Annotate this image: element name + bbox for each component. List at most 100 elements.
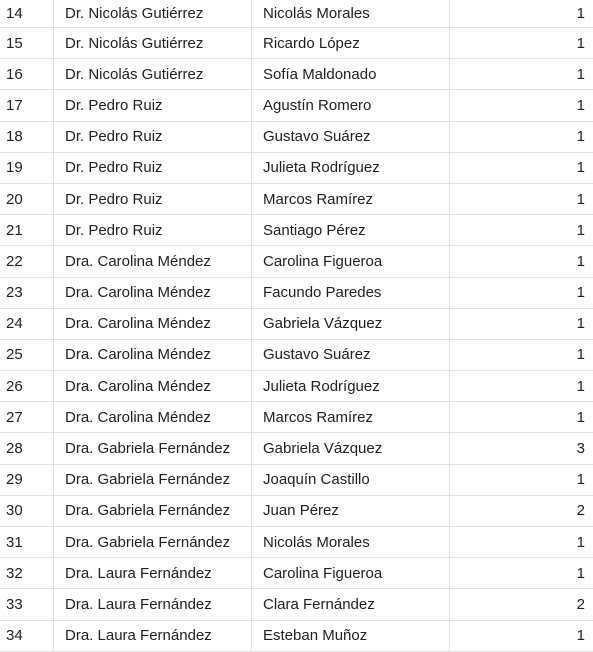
row-number-cell[interactable]: 17 [6, 96, 23, 114]
doctor-cell[interactable]: Dra. Carolina Méndez [53, 339, 251, 371]
table-row[interactable]: 29 Dra. Gabriela Fernández Joaquín Castill… [0, 464, 593, 496]
table-row[interactable]: 14 Dr. Nicolás Gutiérrez Nicolás Morales 1 [0, 0, 593, 28]
count-cell[interactable]: 1 [449, 215, 593, 246]
patient-cell[interactable]: Marcos Ramírez [251, 183, 449, 215]
count-cell[interactable]: 1 [449, 308, 593, 339]
doctor-cell[interactable]: Dr. Nicolás Gutiérrez [53, 59, 251, 90]
row-number-cell[interactable]: 19 [6, 159, 23, 177]
table-row[interactable]: 17 Dr. Pedro Ruiz Agustín Romero 1 [0, 90, 593, 122]
patient-cell[interactable]: Nicolás Morales [251, 527, 449, 558]
doctor-cell[interactable]: Dra. Laura Fernández [53, 620, 251, 651]
patient-cell[interactable]: Marcos Ramírez [251, 402, 449, 433]
row-number-cell[interactable]: 31 [6, 533, 23, 551]
patient-cell[interactable]: Julieta Rodríguez [251, 152, 449, 183]
count-cell[interactable]: 2 [449, 589, 593, 620]
doctor-cell[interactable]: Dra. Gabriela Fernández [53, 495, 251, 526]
row-number-cell[interactable]: 21 [6, 221, 23, 239]
table-row[interactable]: 33 Dra. Laura Fernández Clara Fernández 2 [0, 589, 593, 621]
row-number-cell[interactable]: 26 [6, 377, 23, 395]
table-row[interactable]: 30 Dra. Gabriela Fernández Juan Pérez 2 [0, 495, 593, 527]
doctor-cell[interactable]: Dr. Nicolás Gutiérrez [53, 0, 251, 27]
doctor-cell[interactable]: Dra. Carolina Méndez [53, 402, 251, 433]
doctor-cell[interactable]: Dra. Carolina Méndez [53, 246, 251, 277]
row-number-cell[interactable]: 28 [6, 440, 23, 458]
row-number-cell[interactable]: 32 [6, 564, 23, 582]
count-cell[interactable]: 1 [449, 183, 593, 215]
patient-cell[interactable]: Esteban Muñoz [251, 620, 449, 651]
count-cell[interactable]: 1 [449, 59, 593, 90]
row-number-cell[interactable]: 33 [6, 595, 23, 613]
table-row[interactable]: 15 Dr. Nicolás Gutiérrez Ricardo López 1 [0, 28, 593, 60]
count-cell[interactable]: 1 [449, 121, 593, 152]
patient-cell[interactable]: Clara Fernández [251, 589, 449, 620]
count-cell[interactable]: 1 [449, 90, 593, 121]
patient-cell[interactable]: Nicolás Morales [251, 0, 449, 27]
table-row[interactable]: 20 Dr. Pedro Ruiz Marcos Ramírez 1 [0, 183, 593, 216]
patient-cell[interactable]: Carolina Figueroa [251, 558, 449, 589]
count-cell[interactable]: 1 [449, 558, 593, 589]
table-row[interactable]: 31 Dra. Gabriela Fernández Nicolás Morales… [0, 527, 593, 559]
count-cell[interactable]: 1 [449, 371, 593, 402]
table-row[interactable]: 16 Dr. Nicolás Gutiérrez Sofía Maldonado 1 [0, 59, 593, 91]
row-number-cell[interactable]: 34 [6, 627, 23, 645]
count-cell[interactable]: 2 [449, 495, 593, 526]
count-cell[interactable]: 1 [449, 152, 593, 183]
count-cell[interactable]: 1 [449, 527, 593, 558]
doctor-cell[interactable]: Dra. Laura Fernández [53, 558, 251, 589]
table-row[interactable]: 26 Dra. Carolina Méndez Julieta Rodríguez 1 [0, 371, 593, 403]
patient-cell[interactable]: Gustavo Suárez [251, 339, 449, 371]
row-number-cell[interactable]: 29 [6, 471, 23, 489]
patient-cell[interactable]: Agustín Romero [251, 90, 449, 121]
patient-cell[interactable]: Sofía Maldonado [251, 59, 449, 90]
table-row[interactable]: 23 Dra. Carolina Méndez Facundo Paredes 1 [0, 277, 593, 309]
row-number-cell[interactable]: 18 [6, 128, 23, 146]
table-row[interactable]: 28 Dra. Gabriela Fernández Gabriela Vázque… [0, 433, 593, 465]
count-cell[interactable]: 1 [449, 277, 593, 308]
doctor-cell[interactable]: Dr. Pedro Ruiz [53, 152, 251, 183]
doctor-cell[interactable]: Dra. Carolina Méndez [53, 308, 251, 339]
patient-cell[interactable]: Santiago Pérez [251, 215, 449, 246]
count-cell[interactable]: 1 [449, 402, 593, 433]
row-number-cell[interactable]: 25 [6, 346, 23, 364]
patient-cell[interactable]: Gustavo Suárez [251, 121, 449, 152]
doctor-cell[interactable]: Dra. Carolina Méndez [53, 277, 251, 308]
doctor-cell[interactable]: Dra. Laura Fernández [53, 589, 251, 620]
row-number-cell[interactable]: 20 [6, 190, 23, 208]
patient-cell[interactable]: Julieta Rodríguez [251, 371, 449, 402]
patient-cell[interactable]: Carolina Figueroa [251, 246, 449, 277]
count-cell[interactable]: 1 [449, 464, 593, 495]
patient-cell[interactable]: Ricardo López [251, 28, 449, 59]
doctor-cell[interactable]: Dr. Pedro Ruiz [53, 215, 251, 246]
table-row[interactable]: 32 Dra. Laura Fernández Carolina Figueroa 1 [0, 558, 593, 590]
count-cell[interactable]: 1 [449, 339, 593, 371]
doctor-cell[interactable]: Dr. Pedro Ruiz [53, 90, 251, 121]
patient-cell[interactable]: Joaquín Castillo [251, 464, 449, 495]
patient-cell[interactable]: Gabriela Vázquez [251, 433, 449, 464]
table-row[interactable]: 19 Dr. Pedro Ruiz Julieta Rodríguez 1 [0, 152, 593, 184]
count-cell[interactable]: 3 [449, 433, 593, 464]
table-row[interactable]: 27 Dra. Carolina Méndez Marcos Ramírez 1 [0, 402, 593, 434]
row-number-cell[interactable]: 22 [6, 252, 23, 270]
doctor-cell[interactable]: Dra. Gabriela Fernández [53, 464, 251, 495]
table-row[interactable]: 22 Dra. Carolina Méndez Carolina Figueroa 1 [0, 246, 593, 278]
table-row[interactable]: 34 Dra. Laura Fernández Esteban Muñoz 1 [0, 620, 593, 652]
row-number-cell[interactable]: 30 [6, 502, 23, 520]
doctor-cell[interactable]: Dr. Pedro Ruiz [53, 121, 251, 152]
table-row[interactable]: 24 Dra. Carolina Méndez Gabriela Vázquez 1 [0, 308, 593, 340]
doctor-cell[interactable]: Dra. Gabriela Fernández [53, 527, 251, 558]
count-cell[interactable]: 1 [449, 0, 593, 27]
patient-cell[interactable]: Gabriela Vázquez [251, 308, 449, 339]
row-number-cell[interactable]: 16 [6, 65, 23, 83]
patient-cell[interactable]: Facundo Paredes [251, 277, 449, 308]
row-number-cell[interactable]: 23 [6, 284, 23, 302]
doctor-cell[interactable]: Dra. Carolina Méndez [53, 371, 251, 402]
row-number-cell[interactable]: 24 [6, 315, 23, 333]
patient-cell[interactable]: Juan Pérez [251, 495, 449, 526]
table-row[interactable]: 25 Dra. Carolina Méndez Gustavo Suárez 1 [0, 339, 593, 372]
doctor-cell[interactable]: Dra. Gabriela Fernández [53, 433, 251, 464]
table-row[interactable]: 21 Dr. Pedro Ruiz Santiago Pérez 1 [0, 215, 593, 247]
count-cell[interactable]: 1 [449, 620, 593, 651]
row-number-cell[interactable]: 14 [6, 5, 23, 22]
doctor-cell[interactable]: Dr. Nicolás Gutiérrez [53, 28, 251, 59]
row-number-cell[interactable]: 15 [6, 34, 23, 52]
